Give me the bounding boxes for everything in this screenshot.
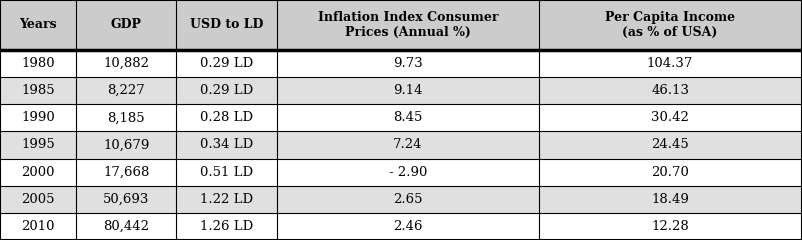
Text: 7.24: 7.24 <box>393 138 423 151</box>
Bar <box>0 159 802 186</box>
Bar <box>0 213 802 240</box>
Text: 30.42: 30.42 <box>651 111 689 124</box>
Text: 18.49: 18.49 <box>651 193 689 206</box>
Text: 46.13: 46.13 <box>651 84 689 97</box>
Text: 8,227: 8,227 <box>107 84 145 97</box>
Bar <box>0 77 802 104</box>
Text: 1.26 LD: 1.26 LD <box>200 220 253 233</box>
Bar <box>277 0 539 50</box>
Text: 0.28 LD: 0.28 LD <box>200 111 253 124</box>
Text: 80,442: 80,442 <box>103 220 149 233</box>
Text: 8.45: 8.45 <box>393 111 423 124</box>
Text: 20.70: 20.70 <box>651 166 689 179</box>
Bar <box>76 0 176 50</box>
Bar <box>0 186 802 213</box>
Text: 50,693: 50,693 <box>103 193 149 206</box>
Text: 12.28: 12.28 <box>651 220 689 233</box>
Text: 10,882: 10,882 <box>103 57 149 70</box>
Bar <box>539 0 801 50</box>
Text: 2000: 2000 <box>22 166 55 179</box>
Text: - 2.90: - 2.90 <box>389 166 427 179</box>
Bar <box>0 104 802 132</box>
Bar <box>176 0 277 50</box>
Text: 10,679: 10,679 <box>103 138 149 151</box>
Text: 0.29 LD: 0.29 LD <box>200 57 253 70</box>
Text: 9.14: 9.14 <box>393 84 423 97</box>
Text: 1990: 1990 <box>21 111 55 124</box>
Bar <box>0 132 802 159</box>
Text: Years: Years <box>19 18 57 31</box>
Text: 2.46: 2.46 <box>393 220 423 233</box>
Text: 1980: 1980 <box>22 57 55 70</box>
Text: 8,185: 8,185 <box>107 111 145 124</box>
Text: 104.37: 104.37 <box>647 57 693 70</box>
Text: GDP: GDP <box>111 18 142 31</box>
Text: 1985: 1985 <box>22 84 55 97</box>
Text: 17,668: 17,668 <box>103 166 149 179</box>
Text: Per Capita Income
(as % of USA): Per Capita Income (as % of USA) <box>605 11 735 39</box>
Text: USD to LD: USD to LD <box>190 18 263 31</box>
Text: 0.51 LD: 0.51 LD <box>200 166 253 179</box>
Text: 9.73: 9.73 <box>393 57 423 70</box>
Text: 0.34 LD: 0.34 LD <box>200 138 253 151</box>
Bar <box>0 0 76 50</box>
Text: 0.29 LD: 0.29 LD <box>200 84 253 97</box>
Text: 1995: 1995 <box>21 138 55 151</box>
Text: 1.22 LD: 1.22 LD <box>200 193 253 206</box>
Text: 24.45: 24.45 <box>651 138 689 151</box>
Text: 2010: 2010 <box>22 220 55 233</box>
Bar <box>0 50 802 77</box>
Text: 2.65: 2.65 <box>393 193 423 206</box>
Text: 2005: 2005 <box>22 193 55 206</box>
Text: Inflation Index Consumer
Prices (Annual %): Inflation Index Consumer Prices (Annual … <box>318 11 498 39</box>
